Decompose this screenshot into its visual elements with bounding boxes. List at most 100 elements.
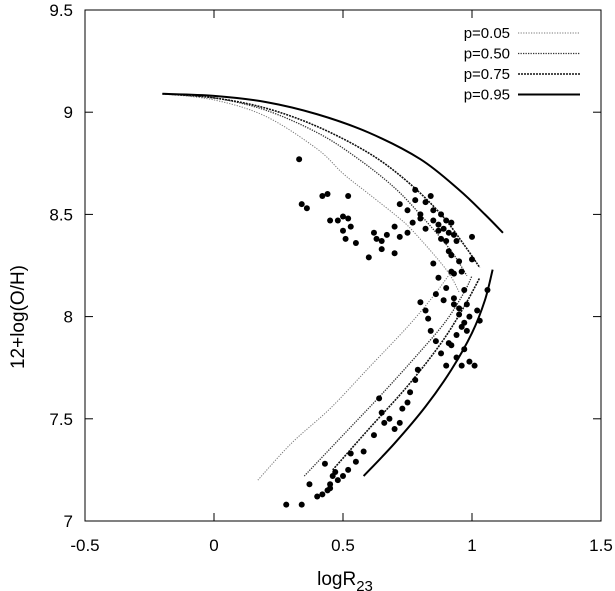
x-tick-label: -0.5 bbox=[70, 536, 99, 555]
data-point bbox=[443, 284, 450, 291]
data-point bbox=[365, 254, 372, 261]
data-point bbox=[342, 235, 349, 242]
data-point bbox=[321, 460, 328, 467]
data-point bbox=[425, 315, 432, 322]
data-point bbox=[443, 362, 450, 369]
data-point bbox=[438, 350, 445, 357]
data-point bbox=[409, 219, 416, 226]
data-point bbox=[427, 327, 434, 334]
data-point bbox=[327, 485, 334, 492]
data-point bbox=[448, 219, 455, 226]
data-point bbox=[417, 215, 424, 222]
data-point bbox=[319, 491, 326, 498]
data-point bbox=[484, 287, 491, 294]
data-point bbox=[296, 156, 303, 163]
data-point bbox=[461, 346, 468, 353]
data-point bbox=[463, 301, 470, 308]
y-tick-label: 9.5 bbox=[49, 1, 73, 20]
data-point bbox=[345, 193, 352, 200]
data-point bbox=[461, 287, 468, 294]
y-axis-label: 12+log(O/H) bbox=[8, 265, 29, 369]
data-point bbox=[283, 501, 290, 508]
data-point bbox=[471, 362, 478, 369]
data-point bbox=[456, 258, 463, 265]
data-point bbox=[456, 311, 463, 318]
data-point bbox=[469, 233, 475, 240]
data-point bbox=[360, 448, 367, 455]
data-point bbox=[422, 307, 429, 314]
data-point bbox=[378, 237, 385, 244]
curve-lower-p=0.95 bbox=[362, 269, 494, 477]
data-point bbox=[450, 301, 457, 308]
legend-label: p=0.95 bbox=[464, 87, 510, 104]
data-point bbox=[391, 426, 398, 433]
data-point bbox=[407, 389, 414, 396]
data-point bbox=[376, 395, 383, 402]
legend-label: p=0.50 bbox=[464, 46, 510, 63]
data-point bbox=[469, 256, 475, 263]
data-point bbox=[345, 215, 352, 222]
data-point bbox=[435, 227, 442, 234]
data-point bbox=[370, 432, 377, 439]
data-point bbox=[404, 207, 411, 214]
data-point bbox=[430, 260, 437, 267]
data-point bbox=[432, 291, 439, 298]
data-point bbox=[422, 225, 429, 232]
data-point bbox=[453, 331, 460, 338]
data-point bbox=[438, 211, 445, 218]
x-tick-label: 0.5 bbox=[331, 536, 355, 555]
data-point bbox=[445, 229, 452, 236]
legend-label: p=0.05 bbox=[464, 25, 510, 42]
data-point bbox=[327, 217, 334, 224]
x-tick-label: 1.5 bbox=[589, 536, 613, 555]
data-point bbox=[303, 205, 310, 212]
data-point bbox=[466, 358, 473, 365]
data-point bbox=[340, 213, 346, 220]
data-point bbox=[414, 366, 421, 373]
data-point bbox=[370, 229, 377, 236]
data-point bbox=[430, 217, 437, 224]
data-point bbox=[461, 319, 468, 326]
y-tick-label: 8.5 bbox=[49, 205, 73, 224]
data-point bbox=[383, 231, 390, 238]
data-point bbox=[324, 190, 331, 197]
data-point bbox=[456, 305, 463, 312]
tick-labels: -0.5 0 0.5 1 1.5 7 7.5 8 8.5 9 9.5 bbox=[49, 1, 612, 555]
y-tick-label: 8 bbox=[64, 308, 73, 327]
curve-lower-p=0.05 bbox=[257, 271, 452, 481]
data-point bbox=[435, 274, 442, 281]
curve-upper-p=0.75 bbox=[162, 93, 481, 268]
x-tick-label: 0 bbox=[209, 536, 218, 555]
data-point bbox=[340, 227, 346, 234]
data-point bbox=[404, 229, 411, 236]
data-point bbox=[334, 217, 341, 224]
data-point bbox=[474, 307, 481, 314]
data-point bbox=[450, 231, 457, 238]
data-point bbox=[417, 299, 424, 306]
data-point bbox=[386, 415, 393, 422]
data-point bbox=[466, 313, 473, 320]
data-point bbox=[298, 201, 305, 208]
data-point bbox=[352, 458, 359, 465]
y-tick-label: 7.5 bbox=[49, 410, 73, 429]
data-point bbox=[412, 376, 419, 383]
y-tick-label: 7 bbox=[64, 512, 73, 531]
data-point bbox=[352, 240, 359, 247]
data-point bbox=[314, 493, 321, 500]
data-point bbox=[345, 466, 352, 473]
legend: p=0.05 p=0.50 p=0.75 p=0.95 bbox=[464, 25, 580, 104]
data-point bbox=[427, 193, 434, 200]
x-axis-label: logR23 bbox=[317, 569, 373, 591]
data-point bbox=[443, 237, 450, 244]
data-point bbox=[453, 354, 460, 361]
data-point bbox=[381, 419, 388, 426]
curve-lower-p=0.50 bbox=[303, 275, 473, 477]
data-point bbox=[396, 201, 403, 208]
data-point bbox=[347, 223, 354, 230]
data-point bbox=[378, 409, 385, 416]
curve-upper-p=0.05 bbox=[162, 93, 460, 293]
data-point bbox=[396, 233, 403, 240]
data-point bbox=[458, 362, 465, 369]
data-points bbox=[283, 156, 491, 508]
data-point bbox=[422, 199, 429, 206]
